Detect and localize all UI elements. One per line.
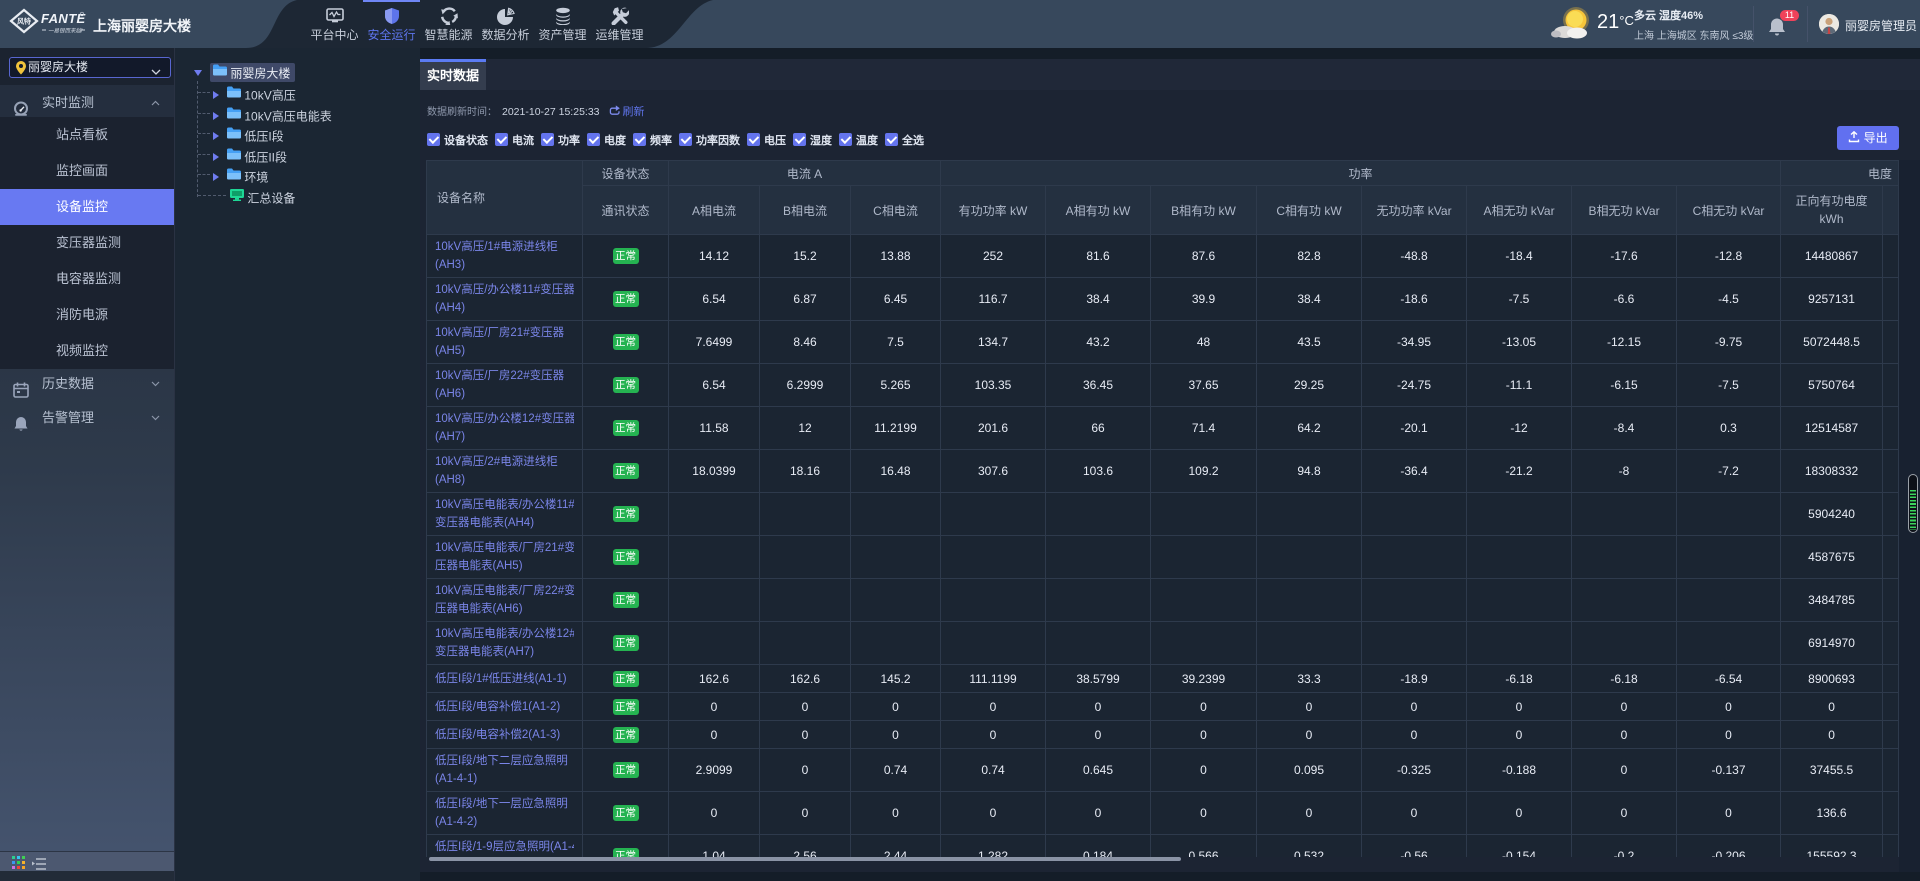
svg-text:一易银而来越/: 一易银而来越/ bbox=[48, 28, 83, 35]
svg-text:FANTE: FANTE bbox=[41, 11, 86, 26]
svg-text:风特: 风特 bbox=[17, 17, 31, 26]
